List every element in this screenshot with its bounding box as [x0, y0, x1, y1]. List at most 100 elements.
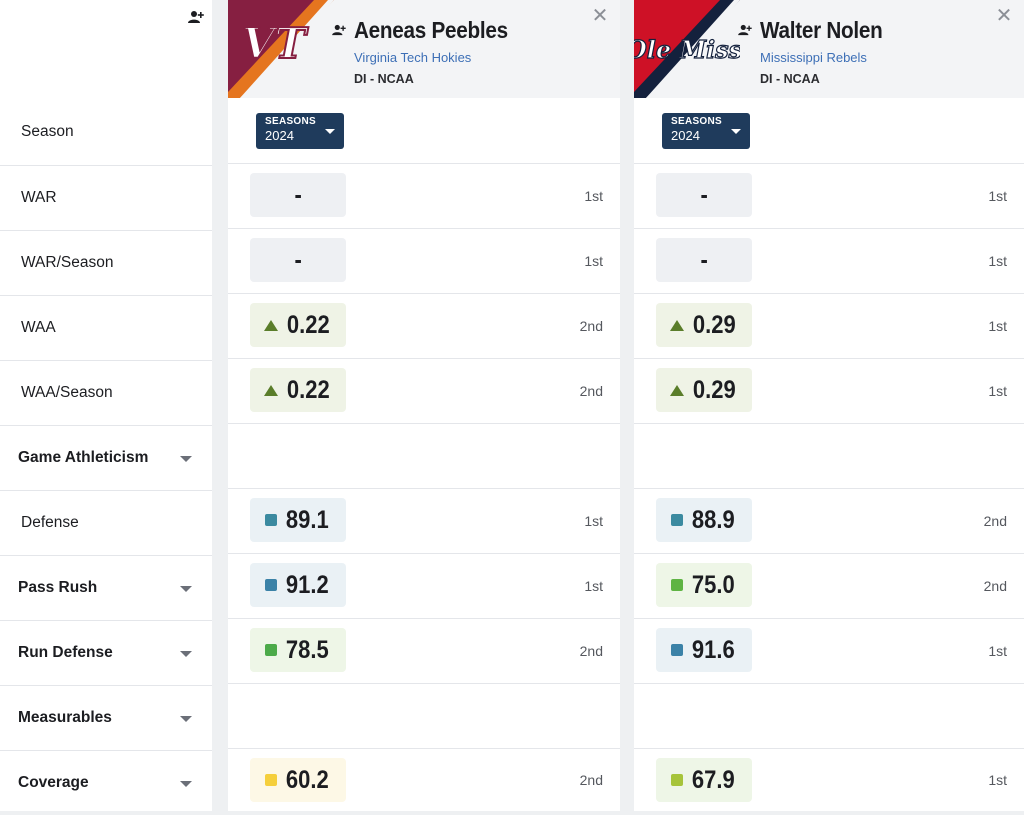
stat-box: - [250, 238, 346, 282]
stat-box: 0.29 [656, 303, 752, 347]
stat-rank: 1st [988, 772, 1007, 788]
stat-box: 91.6 [656, 628, 752, 672]
up-arrow-icon [669, 319, 684, 331]
grade-square-icon [670, 644, 683, 656]
grade-square-icon [670, 774, 683, 786]
close-icon[interactable]: ✕ [591, 5, 609, 27]
seasons-caption: SEASONS [265, 116, 317, 127]
stat-value: 88.9 [691, 505, 735, 534]
stat-value: - [294, 180, 302, 209]
stat-box: 67.9 [656, 758, 752, 802]
chevron-down-icon[interactable] [180, 716, 192, 722]
seasons-dropdown[interactable]: SEASONS 2024 [662, 113, 750, 149]
stat-box: 89.1 [250, 498, 346, 542]
grade-square-icon [264, 774, 277, 786]
stat-box: 0.22 [250, 368, 346, 412]
up-arrow-icon [263, 384, 278, 396]
seasons-value: 2024 [265, 128, 294, 143]
up-arrow-icon [669, 384, 684, 396]
label-season: Season [21, 122, 74, 140]
add-player-icon[interactable] [332, 24, 346, 36]
label-row-pass-rush[interactable]: Pass Rush [0, 555, 212, 620]
label-row-defense: Defense [0, 490, 212, 555]
player-name[interactable]: Walter Nolen [760, 17, 883, 43]
player-header: VT Aeneas Peebles Virginia Tech Hokies D… [228, 0, 620, 98]
stat-row-measurables [634, 683, 1024, 748]
player-column-2: Ole Miss Walter Nolen Mississippi Rebels… [634, 0, 1024, 811]
label-row-game-athleticism[interactable]: Game Athleticism [0, 425, 212, 490]
stat-box: 60.2 [250, 758, 346, 802]
label-row-run-defense[interactable]: Run Defense [0, 620, 212, 685]
stat-value: 0.29 [692, 375, 736, 404]
stat-rank: 1st [584, 513, 603, 529]
stat-label-column: Season WAR WAR/Season WAA WAA/Season Gam… [0, 0, 212, 811]
stat-row-war-season: - 1st [634, 228, 1024, 293]
grade-square-icon [264, 514, 277, 526]
label-coverage: Coverage [18, 774, 89, 791]
player-name[interactable]: Aeneas Peebles [354, 17, 508, 43]
label-waa-season: WAA/Season [21, 384, 113, 401]
ole-miss-logo: Ole Miss [634, 0, 740, 98]
stat-value: - [294, 245, 302, 274]
caret-down-icon [731, 129, 741, 134]
stat-rank: 2nd [579, 772, 603, 788]
stat-rank: 2nd [579, 318, 603, 334]
add-player-icon[interactable] [738, 24, 752, 36]
close-icon[interactable]: ✕ [995, 5, 1013, 27]
stat-box: 91.2 [250, 563, 346, 607]
stat-row-waa-season: 0.29 1st [634, 358, 1024, 423]
stat-value: 67.9 [691, 765, 735, 794]
stat-value: 0.22 [286, 375, 330, 404]
stat-box: 88.9 [656, 498, 752, 542]
stat-box: 0.22 [250, 303, 346, 347]
label-run-defense: Run Defense [18, 644, 113, 661]
stat-rank: 1st [988, 318, 1007, 334]
stat-row-war: - 1st [634, 163, 1024, 228]
label-column-header [0, 0, 212, 98]
grade-square-icon [264, 644, 277, 656]
chevron-down-icon[interactable] [180, 456, 192, 462]
label-defense: Defense [21, 514, 79, 531]
team-link[interactable]: Virginia Tech Hokies [354, 50, 472, 65]
label-row-coverage[interactable]: Coverage [0, 750, 212, 815]
chevron-down-icon[interactable] [180, 586, 192, 592]
stat-box: 75.0 [656, 563, 752, 607]
label-game-athleticism: Game Athleticism [18, 449, 149, 466]
label-row-waa-season: WAA/Season [0, 360, 212, 425]
stat-row-measurables [228, 683, 620, 748]
stat-value: 91.2 [285, 570, 329, 599]
label-war-season: WAR/Season [21, 254, 114, 271]
virginia-tech-logo: VT [228, 0, 334, 98]
stat-row-defense: 89.1 1st [228, 488, 620, 553]
stat-row-waa-season: 0.22 2nd [228, 358, 620, 423]
chevron-down-icon[interactable] [180, 781, 192, 787]
stat-row-coverage: 67.9 1st [634, 748, 1024, 811]
label-row-war-season: WAR/Season [0, 230, 212, 295]
label-pass-rush: Pass Rush [18, 579, 98, 596]
stat-row-waa: 0.22 2nd [228, 293, 620, 358]
stat-row-war-season: - 1st [228, 228, 620, 293]
label-war: WAR [21, 189, 57, 206]
stat-value: 91.6 [691, 635, 735, 664]
seasons-dropdown[interactable]: SEASONS 2024 [256, 113, 344, 149]
player-header: Ole Miss Walter Nolen Mississippi Rebels… [634, 0, 1024, 98]
team-link[interactable]: Mississippi Rebels [760, 50, 867, 65]
label-waa: WAA [21, 319, 56, 336]
stat-box: - [250, 173, 346, 217]
stat-rank: 2nd [579, 643, 603, 659]
stat-rank: 1st [988, 383, 1007, 399]
stat-rank: 1st [988, 188, 1007, 204]
chevron-down-icon[interactable] [180, 651, 192, 657]
seasons-caption: SEASONS [671, 116, 723, 127]
stat-box: 78.5 [250, 628, 346, 672]
stat-value: 75.0 [691, 570, 735, 599]
stat-rank: 2nd [983, 513, 1007, 529]
label-measurables: Measurables [18, 709, 112, 726]
add-player-icon[interactable] [188, 10, 204, 24]
player-column-1: VT Aeneas Peebles Virginia Tech Hokies D… [228, 0, 620, 811]
label-row-measurables[interactable]: Measurables [0, 685, 212, 750]
stat-rank: 2nd [579, 383, 603, 399]
svg-text:Ole Miss: Ole Miss [634, 35, 740, 64]
stat-row-run-defense: 78.5 2nd [228, 618, 620, 683]
stat-row-coverage: 60.2 2nd [228, 748, 620, 811]
